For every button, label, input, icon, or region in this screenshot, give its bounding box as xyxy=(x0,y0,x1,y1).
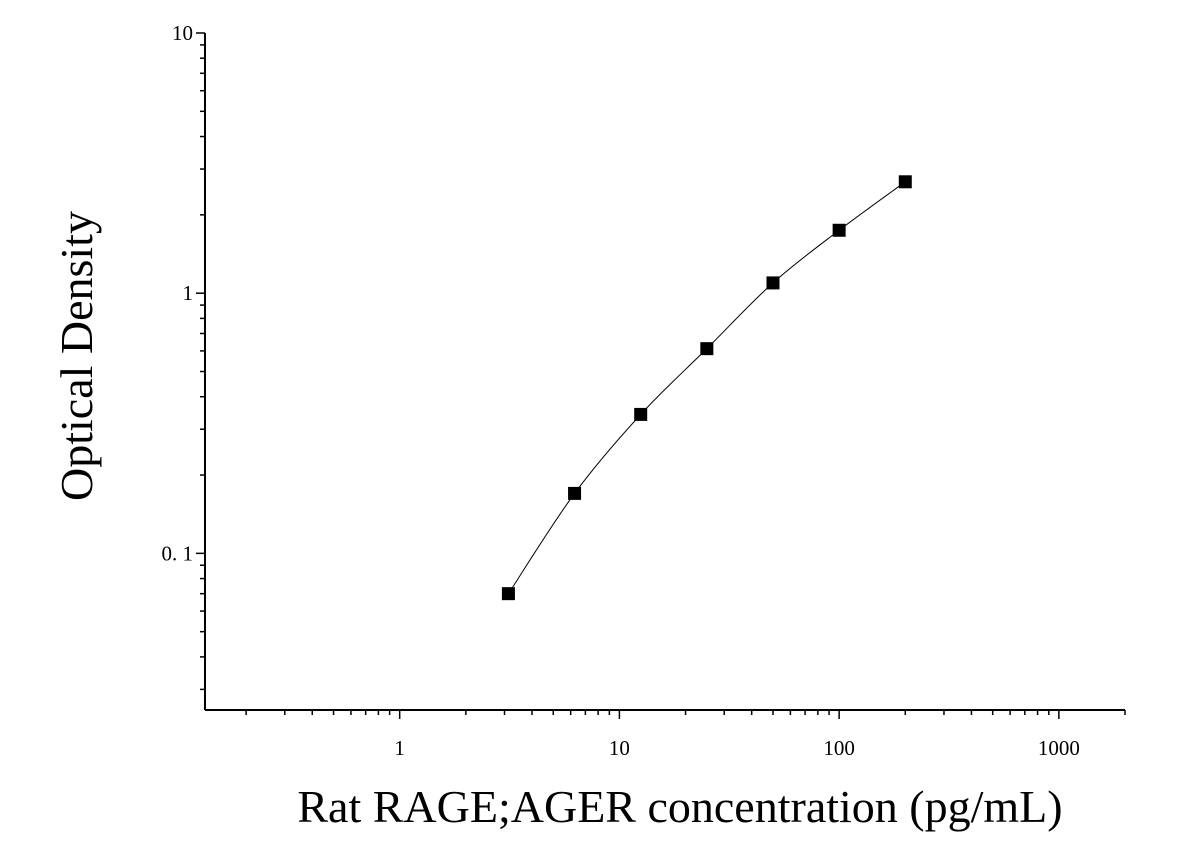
x-tick-label: 1000 xyxy=(1038,736,1080,760)
x-tick-label: 1 xyxy=(394,736,405,760)
data-point xyxy=(766,276,780,290)
x-axis-ticks: 1 10 100 1000 xyxy=(245,710,1126,760)
x-tick-label: 10 xyxy=(609,736,630,760)
y-tick-label: 1 xyxy=(183,281,194,305)
data-point xyxy=(501,587,515,601)
x-axis-title: Rat RAGE;AGER concentration (pg/mL) xyxy=(297,781,1062,832)
data-point xyxy=(832,223,846,237)
data-point xyxy=(568,486,582,500)
data-point xyxy=(898,175,912,189)
y-axis-title: Optical Density xyxy=(51,211,102,501)
data-points xyxy=(501,175,912,601)
y-axis-ticks: 0. 1 1 10 xyxy=(162,21,205,691)
y-tick-label: 10 xyxy=(172,21,193,45)
axes xyxy=(204,33,1125,711)
y-tick-label: 0. 1 xyxy=(162,541,194,565)
x-tick-label: 100 xyxy=(823,736,855,760)
data-point xyxy=(634,407,648,421)
data-point xyxy=(700,342,714,356)
fit-curve xyxy=(507,181,906,594)
